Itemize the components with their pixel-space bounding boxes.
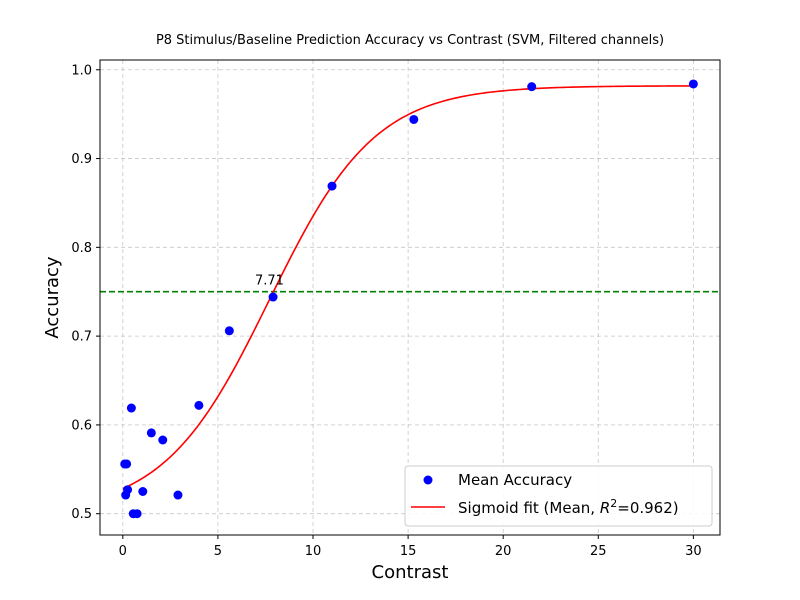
sigmoid-fit-line [122,85,694,490]
y-tick-label: 0.6 [71,418,92,433]
y-tick-label: 0.7 [71,330,92,345]
data-point [268,292,278,302]
x-tick-label: 25 [590,544,607,559]
x-tick-label: 15 [400,544,417,559]
y-tick-label: 1.0 [71,63,92,78]
x-axis-ticks: 0 5 10 15 20 25 30 [119,535,702,559]
annotations: 7.71 [255,274,284,289]
x-tick-label: 10 [305,544,322,559]
data-point [122,459,132,469]
data-point [126,403,136,413]
data-point [123,485,133,495]
data-point [688,79,698,89]
x-axis-title: Contrast [372,562,449,583]
data-point [409,114,419,124]
chart-title: P8 Stimulus/Baseline Prediction Accuracy… [156,33,664,48]
y-axis-title: Accuracy [42,256,63,339]
x-tick-label: 0 [119,544,127,559]
data-point [194,400,204,410]
y-axis-ticks: 0.5 0.6 0.7 0.8 0.9 1.0 [71,63,100,522]
legend-label-sigmoid-fit: Sigmoid fit (Mean, R2=0.962) [458,497,679,517]
y-tick-label: 0.8 [71,241,92,256]
scatter-points [120,79,698,519]
x-tick-label: 20 [495,544,512,559]
plot-frame [99,59,721,536]
threshold-annotation: 7.71 [255,274,284,289]
y-tick-label: 0.5 [71,507,92,522]
y-tick-label: 0.9 [71,152,92,167]
sigmoid-fit-group [122,85,694,490]
data-point [327,181,337,191]
data-point [173,490,183,500]
data-point [224,326,234,336]
legend-label-mean-accuracy: Mean Accuracy [458,471,572,489]
data-point [146,428,156,438]
x-tick-label: 30 [685,544,702,559]
data-point [132,509,142,519]
legend-marker-mean-accuracy [423,475,433,485]
legend-box [404,465,713,527]
x-tick-label: 5 [214,544,222,559]
legend: Mean Accuracy Sigmoid fit (Mean, R2=0.962… [404,465,713,527]
data-point [138,486,148,496]
data-point [527,82,537,92]
data-point [158,435,168,445]
